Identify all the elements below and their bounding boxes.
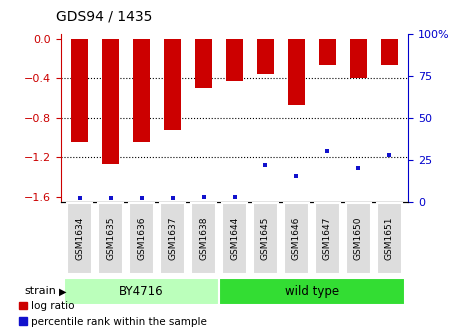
Point [293,174,300,179]
FancyBboxPatch shape [315,203,340,274]
FancyBboxPatch shape [67,203,92,274]
Point [76,196,83,201]
Bar [319,39,336,65]
Bar [257,39,274,74]
Bar [71,39,88,142]
Text: GSM1634: GSM1634 [75,217,84,260]
FancyBboxPatch shape [253,203,278,274]
FancyBboxPatch shape [64,278,219,305]
Text: ▶: ▶ [59,287,66,296]
Bar [288,39,305,105]
FancyBboxPatch shape [222,203,247,274]
Text: GSM1645: GSM1645 [261,217,270,260]
Bar [381,39,398,65]
Bar [133,39,150,142]
Text: GSM1650: GSM1650 [354,217,363,260]
Bar [195,39,212,88]
Text: wild type: wild type [285,285,339,298]
FancyBboxPatch shape [346,203,371,274]
FancyBboxPatch shape [98,203,123,274]
Point [324,149,331,154]
FancyBboxPatch shape [129,203,154,274]
Bar [164,39,181,130]
FancyBboxPatch shape [191,203,216,274]
FancyBboxPatch shape [160,203,185,274]
Bar [350,39,367,78]
Bar [226,39,243,81]
Text: strain: strain [24,287,56,296]
FancyBboxPatch shape [284,203,309,274]
Bar [102,39,119,164]
Text: GSM1636: GSM1636 [137,217,146,260]
FancyBboxPatch shape [219,278,405,305]
Point [138,196,145,201]
Point [355,165,362,171]
Text: GSM1647: GSM1647 [323,217,332,260]
Point [107,196,114,201]
Text: BY4716: BY4716 [119,285,164,298]
Text: GSM1638: GSM1638 [199,217,208,260]
Text: GSM1646: GSM1646 [292,217,301,260]
Point [169,196,176,201]
Point [386,152,393,157]
Legend: log ratio, percentile rank within the sample: log ratio, percentile rank within the sa… [15,297,212,331]
Text: GSM1635: GSM1635 [106,217,115,260]
Text: GSM1644: GSM1644 [230,217,239,260]
Text: GSM1637: GSM1637 [168,217,177,260]
Point [231,194,238,199]
Text: GDS94 / 1435: GDS94 / 1435 [56,9,152,24]
Text: GSM1651: GSM1651 [385,217,394,260]
Point [262,162,269,167]
FancyBboxPatch shape [377,203,402,274]
Point [200,194,207,199]
